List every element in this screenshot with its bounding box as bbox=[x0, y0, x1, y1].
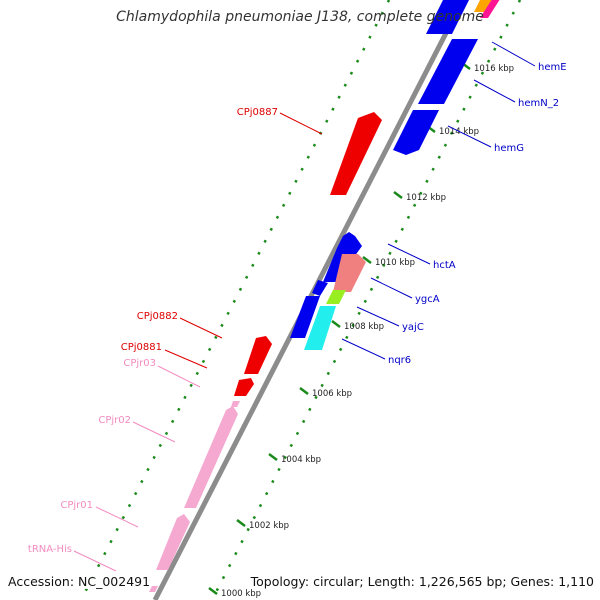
scale-label: 1016 kbp bbox=[474, 64, 514, 74]
scale-tick bbox=[268, 453, 278, 461]
feature-yajC[interactable] bbox=[326, 290, 346, 304]
feature-label-tRNA-His[interactable]: tRNA-His bbox=[28, 544, 72, 555]
feature-label-yajC[interactable]: yajC bbox=[402, 322, 424, 333]
feature-label-CPjr02[interactable]: CPjr02 bbox=[98, 415, 131, 426]
label-leaders bbox=[73, 41, 536, 572]
feature-tRNA-His[interactable] bbox=[149, 586, 158, 592]
feature-nqr6[interactable] bbox=[304, 306, 336, 350]
map-title: Chlamydophila pneumoniae J138, complete … bbox=[116, 9, 484, 25]
feature-label-ygcA[interactable]: ygcA bbox=[415, 294, 440, 305]
label-leader-tRNA-His bbox=[73, 550, 117, 572]
scale-tick bbox=[236, 519, 246, 527]
feature-label-CPjr03[interactable]: CPjr03 bbox=[123, 358, 156, 369]
label-leader-CPj0882 bbox=[179, 317, 223, 339]
label-leader-hctA bbox=[387, 243, 431, 265]
accession-text: Accession: NC_002491 bbox=[8, 574, 151, 589]
feature-hemE[interactable] bbox=[426, 0, 472, 34]
feature-label-CPjr01[interactable]: CPjr01 bbox=[60, 500, 93, 511]
feature-label-hctA[interactable]: hctA bbox=[433, 260, 456, 271]
scale-label: 1000 kbp bbox=[221, 589, 261, 599]
feature-CPj0882[interactable] bbox=[244, 336, 272, 374]
feature-label-CPj0881[interactable]: CPj0881 bbox=[121, 342, 162, 353]
feature-nqr6-blue[interactable] bbox=[290, 296, 320, 338]
scale-label: 1002 kbp bbox=[249, 521, 289, 531]
scale-tick bbox=[299, 387, 309, 395]
scale-label: 1004 kbp bbox=[281, 455, 321, 465]
label-leader-hemE bbox=[491, 41, 536, 67]
topology-text: Topology: circular; Length: 1,226,565 bp… bbox=[250, 574, 594, 589]
scale-label: 1006 kbp bbox=[312, 389, 352, 399]
feature-label-nqr6[interactable]: nqr6 bbox=[388, 355, 411, 366]
feature-labels: hemE hemN_2 hemG hctA ygcA yajC nqr6 CPj0887 CPj… bbox=[28, 62, 567, 555]
scale-label: 1012 kbp bbox=[406, 193, 446, 203]
label-leader-ygcA bbox=[370, 277, 413, 299]
reverse-strand-track bbox=[149, 0, 502, 592]
feature-label-CPj0887[interactable]: CPj0887 bbox=[237, 107, 278, 118]
feature-CPj0887[interactable] bbox=[330, 112, 382, 195]
scale-tick bbox=[208, 587, 218, 595]
scale-tick bbox=[331, 320, 341, 328]
feature-CPjr01[interactable] bbox=[156, 514, 190, 570]
scale-tick bbox=[393, 191, 403, 199]
feature-CPj0881[interactable] bbox=[234, 378, 254, 396]
feature-top-magenta[interactable] bbox=[480, 0, 502, 18]
feature-label-hemE[interactable]: hemE bbox=[538, 62, 567, 73]
outer-guide-line bbox=[79, 0, 391, 600]
label-leader-CPj0887 bbox=[279, 112, 323, 135]
label-leader-CPjr02 bbox=[132, 421, 176, 443]
scale-label: 1008 kbp bbox=[344, 322, 384, 332]
label-leader-nqr6 bbox=[341, 338, 386, 360]
feature-CPjr03[interactable] bbox=[231, 401, 240, 407]
label-leader-yajC bbox=[356, 306, 400, 327]
label-leader-hemN_2 bbox=[473, 79, 516, 103]
label-leader-CPjr01 bbox=[95, 506, 139, 528]
scale-tick bbox=[362, 256, 372, 264]
scale-ticks: 1000 kbp 1002 kbp 1004 kbp 1006 kbp 1008 kbp… bbox=[208, 62, 514, 599]
label-leader-hemG bbox=[447, 125, 492, 148]
forward-strand-track bbox=[290, 0, 478, 350]
feature-CPjr02[interactable] bbox=[184, 406, 238, 508]
scale-label: 1010 kbp bbox=[375, 258, 415, 268]
feature-hemG[interactable] bbox=[393, 110, 439, 155]
feature-hemN_2[interactable] bbox=[418, 39, 478, 104]
label-leader-CPj0881 bbox=[164, 349, 208, 369]
scale-label: 1014 kbp bbox=[439, 127, 479, 137]
feature-label-hemG[interactable]: hemG bbox=[494, 143, 524, 154]
label-leader-CPjr03 bbox=[157, 365, 201, 388]
feature-small-blue[interactable] bbox=[312, 280, 328, 296]
feature-label-CPj0882[interactable]: CPj0882 bbox=[137, 311, 178, 322]
inner-guide-line bbox=[210, 0, 522, 600]
feature-label-hemN_2[interactable]: hemN_2 bbox=[518, 98, 559, 109]
feature-ygcA[interactable] bbox=[333, 254, 366, 292]
